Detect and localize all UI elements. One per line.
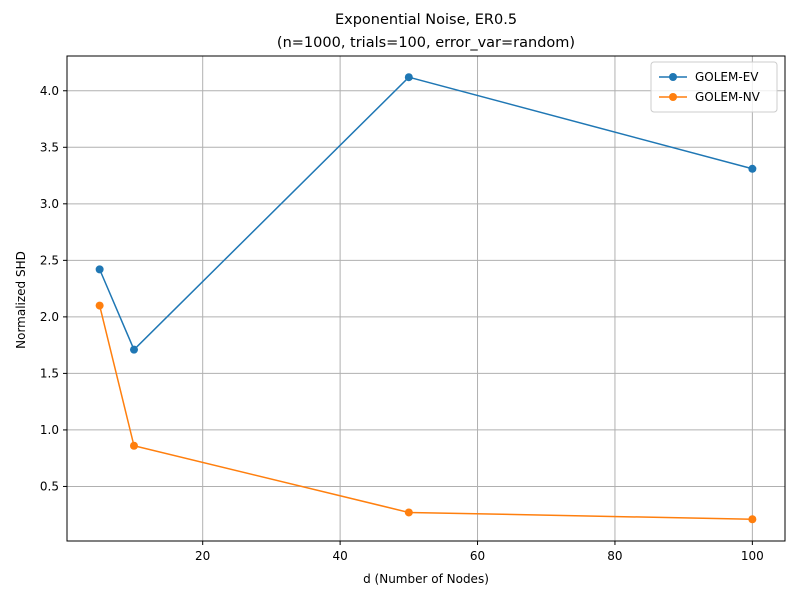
x-tick-label: 40 [332, 549, 347, 563]
x-tick-label: 100 [741, 549, 764, 563]
y-tick-label: 2.5 [40, 253, 59, 267]
legend-marker-golem-ev [669, 73, 677, 81]
y-tick-label: 1.5 [40, 366, 59, 380]
plot-frame [66, 55, 786, 542]
data-point-golem-nv [129, 441, 138, 450]
legend-label-golem-ev: GOLEM-EV [695, 70, 759, 84]
axis-ticks: 20 40 60 80 100 0.5 1.0 1.5 2.0 2.5 3.0 3.5 4.0 [40, 84, 764, 563]
y-tick-label: 1.0 [40, 423, 59, 437]
data-point-golem-nv [404, 508, 413, 517]
x-tick-label: 60 [470, 549, 485, 563]
grid [67, 56, 785, 541]
y-tick-label: 0.5 [40, 479, 59, 493]
legend: GOLEM-EV GOLEM-NV [650, 61, 778, 113]
y-tick-label: 3.5 [40, 140, 59, 154]
legend-label-golem-nv: GOLEM-NV [695, 90, 761, 104]
plot-series [95, 73, 757, 524]
legend-marker-golem-nv [669, 93, 677, 101]
y-axis-label: Normalized SHD [14, 251, 28, 349]
y-tick-label: 2.0 [40, 310, 59, 324]
y-tick-label: 3.0 [40, 197, 59, 211]
data-point-golem-ev [95, 265, 104, 274]
x-tick-label: 20 [195, 549, 210, 563]
y-tick-label: 4.0 [40, 84, 59, 98]
data-point-golem-nv [95, 301, 104, 310]
data-point-golem-ev [748, 164, 757, 173]
x-tick-label: 80 [607, 549, 622, 563]
series-line-golem-ev [98, 76, 753, 351]
data-point-golem-nv [748, 515, 757, 524]
data-point-golem-ev [404, 73, 413, 82]
x-axis-label: d (Number of Nodes) [363, 572, 489, 586]
data-point-golem-ev [129, 345, 138, 354]
chart-title: Exponential Noise, ER0.5 [335, 12, 517, 28]
legend-box [650, 61, 778, 113]
chart-subtitle: (n=1000, trials=100, error_var=random) [277, 35, 575, 51]
series-line-golem-nv [98, 305, 753, 520]
